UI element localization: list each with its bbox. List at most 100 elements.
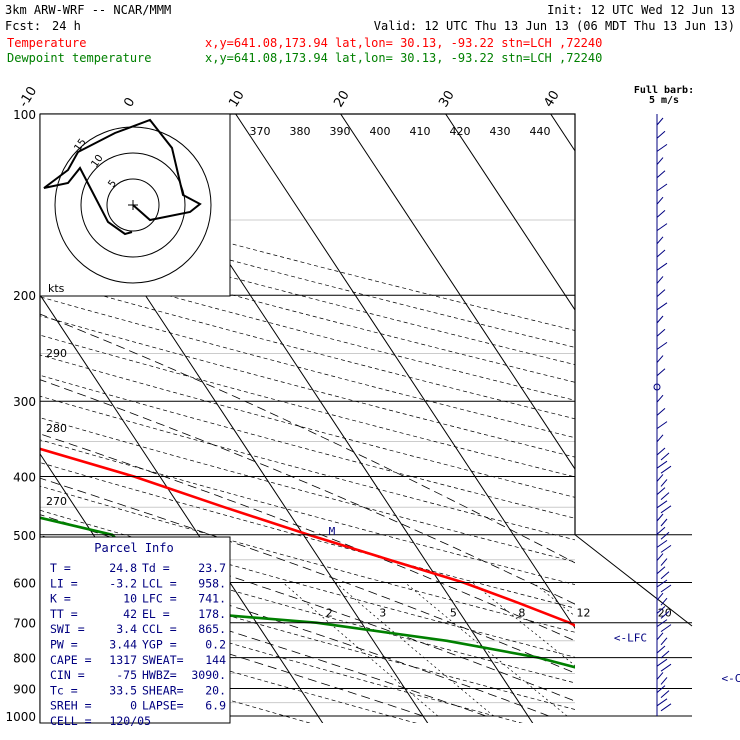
fcst-label: Fcst: (5, 19, 41, 33)
parcel-row-value: 3.44 (109, 638, 137, 652)
parcel-row-value: 0.2 (205, 638, 226, 652)
level-marker: <-LFC (614, 632, 647, 645)
wind-barb (656, 223, 668, 232)
wind-barb (656, 672, 664, 680)
parcel-row-key: Td = (142, 561, 170, 575)
isotherm-line (445, 114, 575, 311)
wind-barb (660, 584, 672, 593)
model-title: 3km ARW-WRF -- NCAR/MMM (5, 3, 171, 17)
pressure-tick-label: 900 (13, 682, 36, 696)
wind-barb (656, 500, 668, 509)
temperature-trace (40, 447, 575, 627)
dry-adiabat-label: 400 (370, 125, 391, 138)
wind-barb (660, 571, 670, 580)
isotherm-line (550, 114, 575, 152)
wind-barb (656, 302, 668, 311)
hodograph-trace (43, 118, 202, 236)
dry-adiabat-label: 440 (530, 125, 551, 138)
parcel-row-value: 120/05 (109, 714, 151, 728)
wind-barb (656, 513, 664, 522)
parcel-row-key: Tc = (50, 683, 78, 697)
parcel-row-key: TT = (50, 607, 78, 621)
isotherm-line (340, 114, 575, 470)
parcel-row-value: 24.8 (109, 561, 137, 575)
dry-adiabat (40, 296, 575, 439)
parcel-row-key: LAPSE= (142, 699, 184, 713)
legend-dewpoint-name: Dewpoint temperature (7, 51, 152, 65)
header: 3km ARW-WRF -- NCAR/MMM Init: 12 UTC Wed… (5, 3, 735, 106)
mixing-ratio-label: 5 (450, 607, 457, 620)
wind-barb (660, 452, 670, 461)
wind-barb (656, 632, 664, 641)
isotherm-line (235, 114, 575, 630)
pressure-tick-label: 800 (13, 652, 36, 666)
wind-barb (660, 703, 672, 712)
parcel-row-value: 178. (198, 607, 226, 621)
parcel-row-key: LFC = (142, 592, 177, 606)
isotherm-label: 0 (121, 95, 138, 110)
wind-barb (656, 606, 666, 614)
wind-barb (660, 558, 668, 566)
pressure-tick-label: 600 (13, 576, 36, 590)
fcst-value: 24 h (52, 19, 81, 33)
dry-adiabat-label: 280 (46, 422, 67, 435)
wind-barb (656, 566, 666, 575)
parcel-row-key: CAPE = (50, 653, 92, 667)
wind-barb (656, 355, 664, 363)
barb-key-title: Full barb: (634, 85, 694, 96)
wind-barb (656, 262, 668, 271)
parcel-row-value: 42 (123, 607, 137, 621)
wind-barb (660, 677, 668, 685)
wind-barb (660, 690, 670, 698)
wind-barb (656, 276, 664, 284)
dry-adiabat-label: 390 (330, 125, 351, 138)
parcel-row-value: -75 (116, 668, 137, 682)
frame-skew-edge (574, 534, 693, 627)
wind-barb (656, 394, 664, 403)
parcel-row-value: -3.2 (109, 576, 137, 590)
mixing-ratio-label: 12 (577, 607, 591, 620)
wind-barb (656, 645, 666, 654)
dry-adiabat (40, 334, 575, 478)
parcel-row-value: 1317 (109, 653, 137, 667)
wind-barb (656, 341, 668, 350)
parcel-row-key: LCL = (142, 576, 177, 590)
wind-barb (660, 611, 670, 619)
parcel-row-value: 741. (198, 592, 226, 606)
mixing-ratio-line (532, 582, 575, 617)
parcel-info-box: Parcel Info T = 24.8 Td = 23.7 LI = -3.2 LCL = 9… (39, 536, 231, 728)
wind-barb (656, 170, 666, 179)
wind-barb (660, 505, 672, 514)
parcel-marker: M (329, 525, 336, 538)
parcel-row-value: 6.9 (205, 699, 226, 713)
mixing-ratio-label: 3 (379, 607, 386, 620)
dry-adiabat-label: 380 (290, 125, 311, 138)
parcel-row-key: CELL = (50, 714, 92, 728)
mixing-ratio-line (282, 582, 439, 717)
parcel-row-key: CIN = (50, 668, 85, 682)
wind-barb (660, 597, 668, 606)
parcel-row-key: EL = (142, 607, 170, 621)
wind-barb (656, 210, 666, 218)
isotherm-label: 10 (226, 88, 247, 110)
parcel-row-key: HWBZ= (142, 668, 177, 682)
mixing-ratio-line (613, 582, 740, 716)
parcel-row-value: 3.4 (116, 622, 137, 636)
wind-barb (656, 157, 664, 165)
parcel-row-key: SHEAR= (142, 683, 184, 697)
isotherm-line (40, 293, 324, 723)
dry-adiabat-label: 270 (46, 495, 67, 508)
parcel-row-key: K = (50, 592, 71, 606)
parcel-row-value: 10 (123, 592, 137, 606)
wind-barb (656, 289, 666, 297)
dry-adiabat (40, 260, 575, 401)
wind-barb (656, 328, 666, 337)
wind-barb (656, 421, 668, 430)
pressure-tick-label: 100 (13, 108, 36, 122)
valid-time: Valid: 12 UTC Thu 13 Jun 13 (06 MDT Thu … (374, 19, 735, 33)
init-time: Init: 12 UTC Wed 12 Jun 13 (547, 3, 735, 17)
wind-barb (656, 487, 666, 495)
wind-barb (656, 130, 666, 139)
wind-barb (656, 460, 668, 469)
